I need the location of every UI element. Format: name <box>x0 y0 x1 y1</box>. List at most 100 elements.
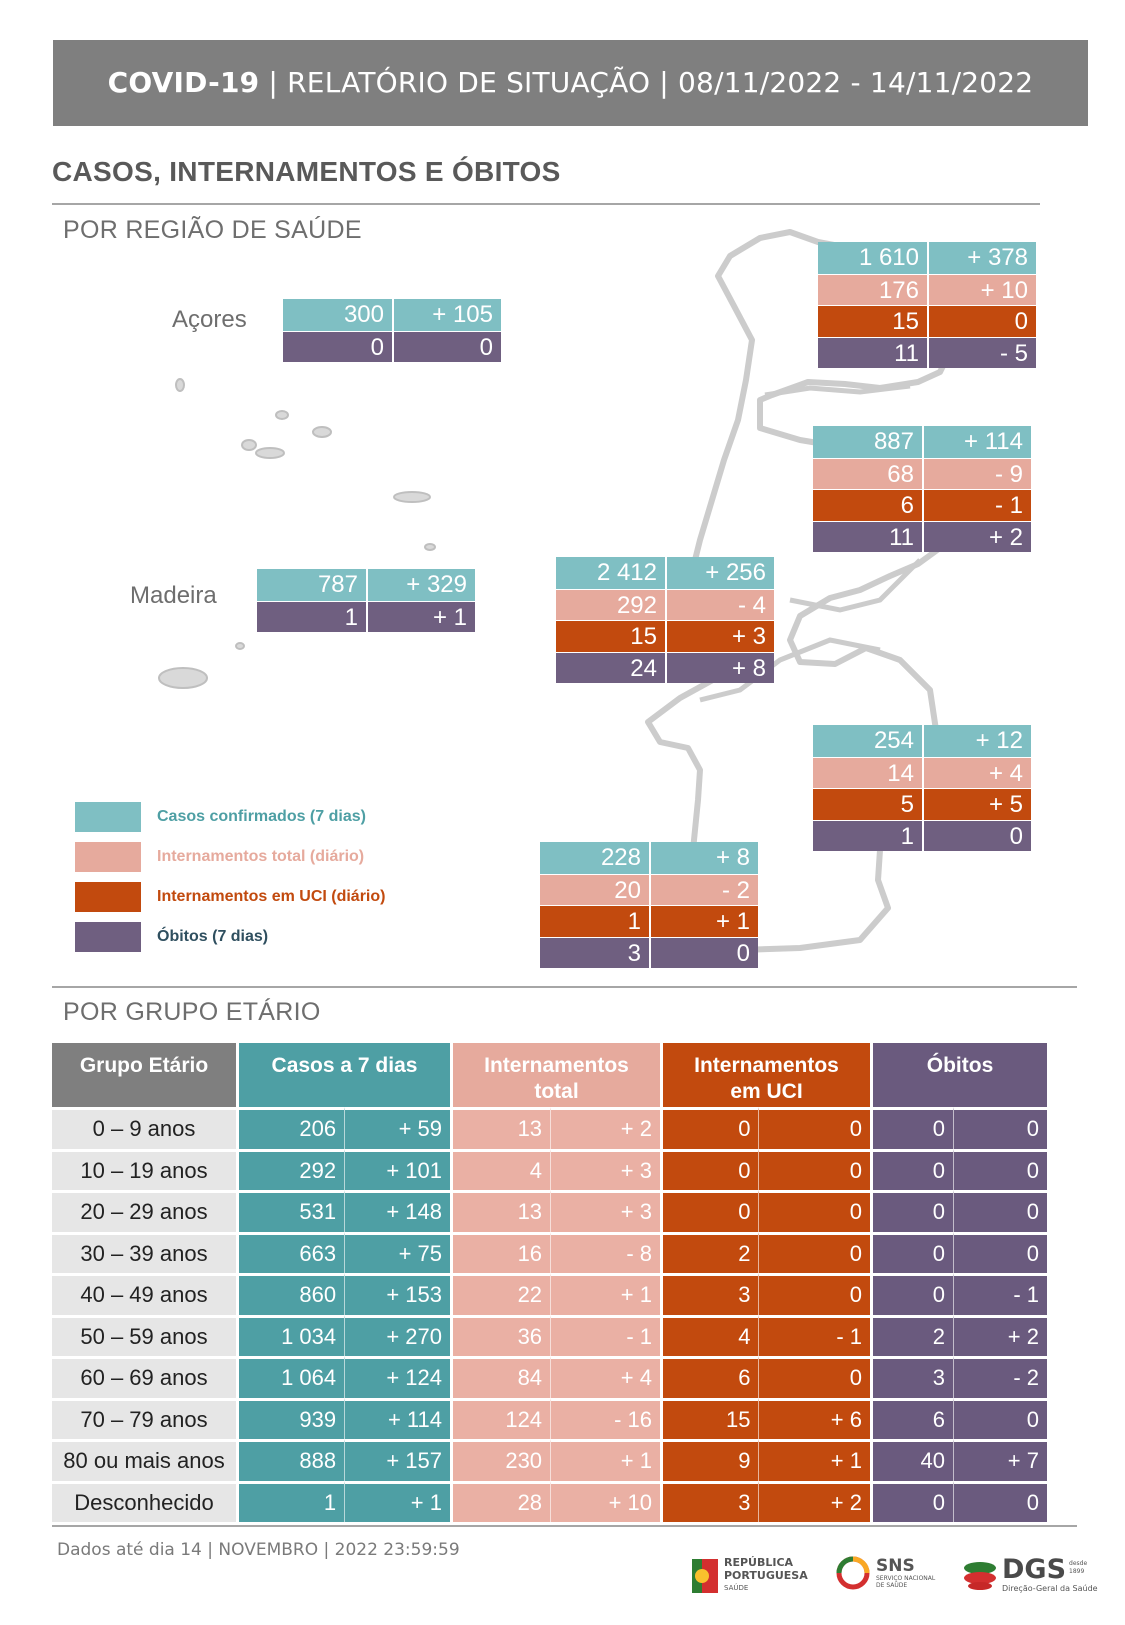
logo-dgs: DGS desde 1899 Direção-Geral da Saúde <box>962 1556 1098 1593</box>
age-cell-hosp-delta: - 16 <box>550 1397 660 1439</box>
lvt-icu-delta: + 3 <box>665 621 774 652</box>
age-cell-hosp: 22 <box>450 1273 551 1315</box>
age-cell-deaths-delta: + 7 <box>952 1439 1047 1481</box>
age-row: 80 ou mais anos 888 + 157 230 + 1 9 + 1 40 + 7 <box>52 1439 1047 1481</box>
age-cell-cases-delta: + 148 <box>344 1190 450 1232</box>
island-porto-santo <box>235 642 245 650</box>
age-cell-cases-delta: + 270 <box>344 1314 450 1356</box>
region-box-lvt: 2 412 + 256 292- 4 15 + 3 24 + 8 <box>556 557 774 683</box>
age-cell-deaths-delta: + 2 <box>952 1314 1047 1356</box>
norte-icu-delta: 0 <box>927 306 1036 337</box>
age-cell-deaths-delta: - 2 <box>952 1356 1047 1398</box>
norte-deaths-delta: - 5 <box>927 337 1036 368</box>
age-cell-hosp: 124 <box>450 1397 551 1439</box>
age-cell-hosp-delta: + 4 <box>550 1356 660 1398</box>
norte-hosp-delta: + 10 <box>927 274 1036 305</box>
alentejo-icu: 5 <box>813 789 922 820</box>
age-cell-icu: 0 <box>660 1148 759 1190</box>
alentejo-hosp-delta: + 4 <box>922 757 1031 788</box>
river-douro <box>764 383 911 398</box>
age-cell-row-group: 20 – 29 anos <box>52 1190 236 1232</box>
age-cell-deaths-delta: 0 <box>952 1148 1047 1190</box>
header-icu: Internamentos em UCI <box>660 1043 870 1107</box>
age-cell-icu-delta: 0 <box>758 1107 870 1149</box>
age-cell-hosp-delta: + 3 <box>550 1190 660 1232</box>
age-cell-hosp: 13 <box>450 1107 551 1149</box>
norte-deaths: 11 <box>818 337 927 368</box>
age-cell-icu: 0 <box>660 1107 759 1149</box>
age-cell-cases: 939 <box>236 1397 345 1439</box>
age-cell-hosp: 230 <box>450 1439 551 1481</box>
algarve-deaths-delta: 0 <box>649 937 758 968</box>
legend-swatch-hosp <box>75 842 141 872</box>
age-cell-deaths: 0 <box>870 1190 953 1232</box>
age-cell-row-group: 40 – 49 anos <box>52 1273 236 1315</box>
acores-cases-delta: + 105 <box>392 299 501 331</box>
acores-deaths: 0 <box>283 331 392 362</box>
centro-hosp: 68 <box>813 458 922 489</box>
age-cell-row-group: 30 – 39 anos <box>52 1231 236 1273</box>
alentejo-cases-delta: + 12 <box>922 725 1031 757</box>
age-table-header: Grupo Etário Casos a 7 dias Internamento… <box>52 1043 1047 1107</box>
age-cell-row-group: 50 – 59 anos <box>52 1314 236 1356</box>
age-cell-cases-delta: + 157 <box>344 1439 450 1481</box>
age-cell-cases: 206 <box>236 1107 345 1149</box>
report-banner: COVID-19 | RELATÓRIO DE SITUAÇÃO | 08/11… <box>53 40 1088 126</box>
footer-date: Dados até dia 14 | NOVEMBRO | 2022 23:59… <box>57 1540 460 1560</box>
island-graciosa <box>275 410 289 420</box>
island-madeira <box>158 667 208 689</box>
age-cell-deaths-delta: 0 <box>952 1231 1047 1273</box>
age-cell-cases: 860 <box>236 1273 345 1315</box>
header-deaths: Óbitos <box>870 1043 1047 1107</box>
age-cell-deaths-delta: 0 <box>952 1397 1047 1439</box>
region-box-norte: 1 610 + 378 176 + 10 15 0 11- 5 <box>818 242 1036 368</box>
age-cell-deaths: 0 <box>870 1107 953 1149</box>
age-cell-icu: 0 <box>660 1190 759 1232</box>
age-table: Grupo Etário Casos a 7 dias Internamento… <box>52 1043 1047 1522</box>
centro-cases: 887 <box>813 426 922 458</box>
legend-swatch-deaths <box>75 922 141 952</box>
age-cell-icu-delta: - 1 <box>758 1314 870 1356</box>
age-cell-deaths: 0 <box>870 1273 953 1315</box>
lvt-deaths: 24 <box>556 652 665 683</box>
dgs-since-1: desde <box>1069 1560 1088 1567</box>
age-cell-row-group: 70 – 79 anos <box>52 1397 236 1439</box>
age-cell-cases: 1 064 <box>236 1356 345 1398</box>
header-icu-line2: em UCI <box>730 1080 803 1103</box>
age-cell-hosp-delta: + 2 <box>550 1107 660 1149</box>
legend-label-icu: Internamentos em UCI (diário) <box>157 888 386 905</box>
age-cell-deaths: 0 <box>870 1231 953 1273</box>
centro-icu: 6 <box>813 490 922 521</box>
age-cell-cases: 663 <box>236 1231 345 1273</box>
header-icu-line1: Internamentos <box>694 1054 839 1077</box>
age-cell-deaths: 40 <box>870 1439 953 1481</box>
island-faial <box>241 439 257 451</box>
age-cell-hosp-delta: - 1 <box>550 1314 660 1356</box>
age-cell-deaths-delta: 0 <box>952 1190 1047 1232</box>
age-cell-hosp-delta: + 3 <box>550 1148 660 1190</box>
legend-cases: Casos confirmados (7 dias) <box>75 798 385 836</box>
age-cell-cases-delta: + 153 <box>344 1273 450 1315</box>
dgs-title: DGS <box>1002 1554 1067 1585</box>
age-cell-cases: 1 034 <box>236 1314 345 1356</box>
lvt-deaths-delta: + 8 <box>665 652 774 683</box>
norte-cases: 1 610 <box>818 242 927 274</box>
island-flores <box>175 378 185 392</box>
acores-deaths-delta: 0 <box>392 331 501 362</box>
age-cell-icu-delta: + 1 <box>758 1439 870 1481</box>
algarve-hosp: 20 <box>540 874 649 905</box>
age-cell-cases-delta: + 101 <box>344 1148 450 1190</box>
logo-republica: REPÚBLICA PORTUGUESA SAÚDE <box>692 1556 808 1595</box>
age-cell-icu: 4 <box>660 1314 759 1356</box>
age-cell-cases-delta: + 59 <box>344 1107 450 1149</box>
age-cell-cases: 1 <box>236 1480 345 1522</box>
dgs-sub: Direção-Geral da Saúde <box>1002 1584 1098 1593</box>
age-cell-icu: 3 <box>660 1273 759 1315</box>
age-cell-hosp: 28 <box>450 1480 551 1522</box>
legend-label-hosp: Internamentos total (diário) <box>157 848 365 865</box>
section-rule <box>52 203 1040 205</box>
